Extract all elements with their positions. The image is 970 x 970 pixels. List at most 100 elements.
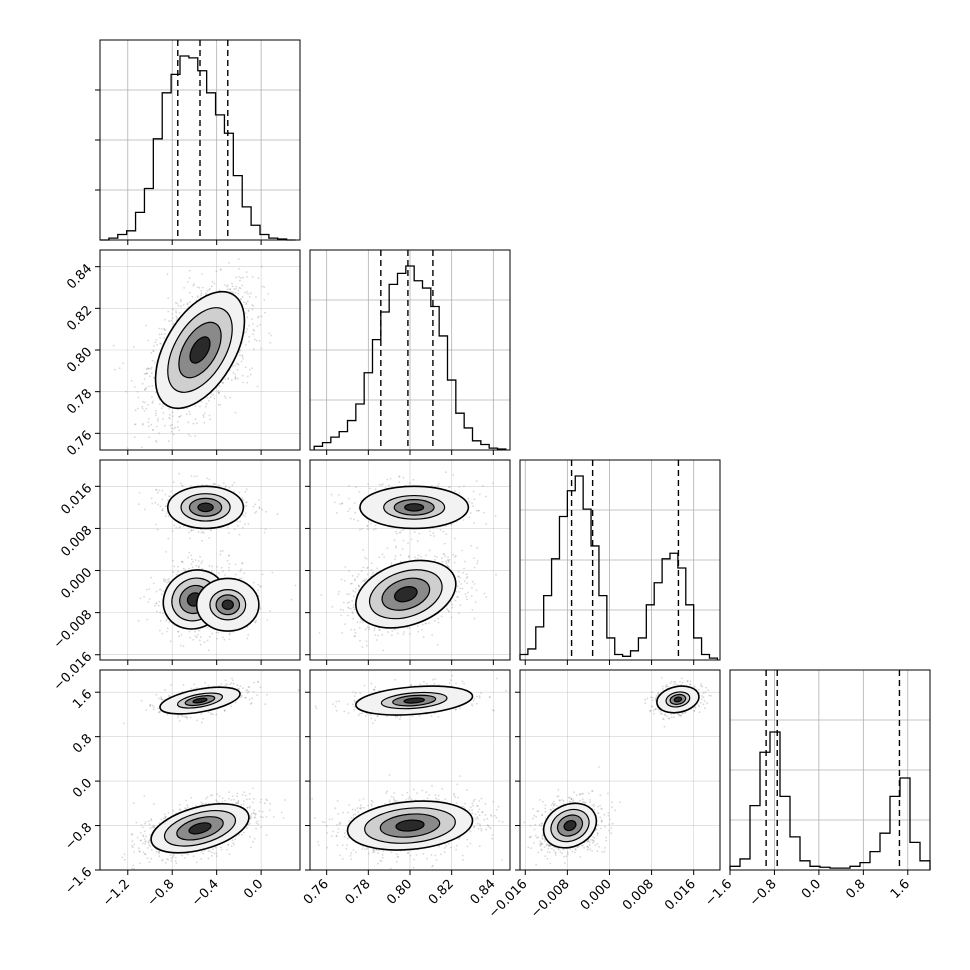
scatter-point [226, 285, 228, 288]
scatter-point [252, 581, 255, 584]
scatter-point [454, 599, 457, 602]
scatter-point [228, 638, 231, 640]
scatter-point [428, 530, 431, 533]
scatter-point [200, 562, 203, 565]
scatter-point [190, 485, 193, 487]
scatter-point [473, 522, 475, 524]
scatter-point [158, 588, 161, 591]
scatter-point [240, 360, 243, 363]
scatter-point [193, 475, 196, 478]
scatter-point [269, 610, 272, 612]
scatter-point [386, 547, 389, 550]
scatter-point [134, 423, 137, 426]
scatter-point [382, 649, 384, 652]
scatter-point [133, 346, 135, 348]
scatter-point [240, 568, 243, 571]
scatter-point [157, 491, 159, 494]
scatter-point [161, 632, 164, 635]
scatter-point [164, 493, 167, 496]
scatter-point [257, 277, 260, 280]
scatter-point [349, 517, 352, 520]
scatter-point [172, 308, 174, 311]
scatter-point [212, 394, 215, 396]
scatter-point [139, 597, 142, 600]
scatter-point [232, 365, 234, 367]
scatter-point [218, 385, 221, 388]
scatter-point [478, 509, 480, 512]
scatter-point [463, 580, 466, 583]
scatter-point [394, 558, 396, 561]
scatter-point [157, 503, 159, 506]
scatter-point [318, 632, 321, 634]
scatter-point [347, 614, 349, 617]
scatter-point [448, 561, 450, 564]
density-panel [95, 669, 301, 875]
scatter-point [157, 419, 159, 422]
scatter-point [494, 514, 497, 517]
scatter-point [245, 303, 248, 305]
scatter-point [206, 796, 209, 798]
scatter-point [473, 498, 476, 500]
scatter-point [362, 566, 365, 569]
scatter-point [252, 505, 255, 508]
scatter-point [446, 608, 449, 611]
scatter-point [171, 313, 174, 315]
scatter-point [145, 324, 147, 327]
scatter-point [483, 592, 486, 595]
scatter-point [366, 644, 368, 647]
scatter-point [237, 363, 240, 366]
scatter-point [246, 291, 248, 293]
scatter-point [150, 497, 153, 500]
scatter-point [215, 270, 218, 273]
scatter-point [472, 490, 475, 493]
scatter-point [434, 485, 437, 487]
scatter-point [238, 533, 241, 536]
scatter-point [218, 391, 220, 394]
scatter-point [145, 835, 147, 838]
scatter-point [154, 523, 157, 526]
scatter-point [260, 315, 263, 318]
scatter-point [155, 439, 157, 442]
scatter-point [172, 427, 175, 430]
scatter-point [263, 286, 266, 288]
scatter-point [200, 290, 203, 292]
scatter-point [164, 578, 167, 581]
scatter-point [352, 618, 355, 620]
scatter-point [255, 822, 258, 824]
scatter-point [204, 412, 206, 415]
scatter-point [162, 509, 164, 512]
scatter-point [364, 580, 366, 583]
scatter-point [252, 333, 255, 336]
scatter-point [153, 345, 155, 347]
scatter-point [146, 618, 148, 621]
histogram-panel [309, 249, 511, 455]
scatter-point [167, 499, 169, 501]
scatter-point [458, 492, 461, 494]
scatter-point [264, 528, 267, 531]
scatter-point [154, 412, 157, 415]
scatter-point [188, 531, 190, 534]
scatter-point [238, 268, 240, 270]
scatter-point [188, 269, 191, 272]
scatter-point [464, 593, 467, 595]
scatter-point [164, 329, 166, 331]
scatter-point [188, 551, 191, 554]
scatter-point [201, 286, 204, 289]
scatter-point [147, 840, 150, 843]
scatter-point [234, 287, 237, 290]
scatter-point [197, 560, 200, 562]
scatter-point [257, 315, 260, 318]
scatter-point [367, 483, 369, 485]
scatter-point [442, 553, 445, 555]
scatter-point [263, 531, 266, 534]
scatter-point [399, 554, 402, 556]
scatter-point [393, 539, 396, 542]
scatter-point [145, 386, 148, 389]
scatter-point [217, 403, 220, 406]
scatter-point [178, 472, 181, 475]
scatter-point [245, 488, 248, 491]
scatter-point [151, 359, 154, 362]
scatter-point [419, 555, 422, 558]
scatter-point [451, 606, 454, 609]
scatter-point [201, 567, 204, 570]
